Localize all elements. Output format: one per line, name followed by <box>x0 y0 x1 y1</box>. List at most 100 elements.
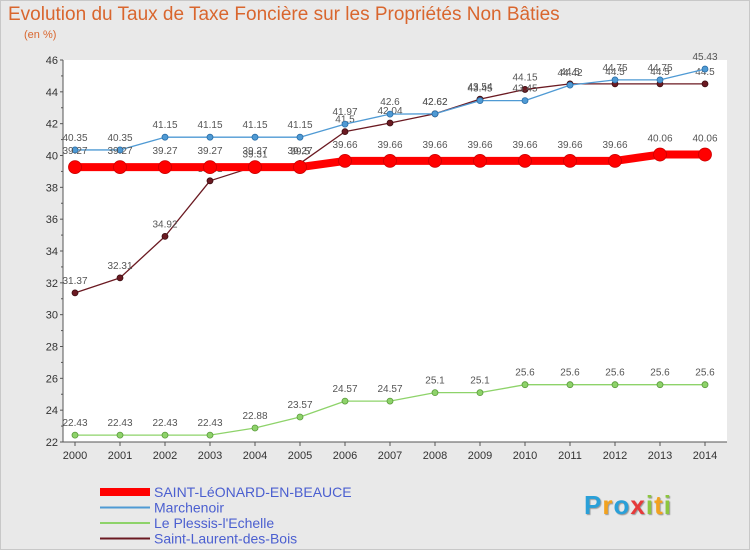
data-label: 40.06 <box>692 134 717 145</box>
data-point <box>518 154 532 168</box>
data-point <box>161 133 169 141</box>
series-0: 39.27 39.27 39.27 39.27 39.27 39.27 39.66 39.66… <box>62 134 718 175</box>
logo-letter: r <box>602 490 614 520</box>
data-point <box>386 110 394 118</box>
series-1: 40.35 40.35 41.15 41.15 41.15 41.15 41.97 42.6 4… <box>62 52 718 154</box>
data-point <box>248 160 262 175</box>
y-tick-label: 24 <box>46 405 58 417</box>
x-tick-label: 2014 <box>693 450 717 462</box>
data-label: 39.66 <box>512 140 537 151</box>
chart-title: Evolution du Taux de Taxe Foncière sur l… <box>8 4 560 25</box>
data-label: 44.5 <box>650 67 670 78</box>
data-label: 25.1 <box>470 376 490 387</box>
data-label: 39.27 <box>62 146 87 157</box>
legend-label: Saint-Laurent-des-Bois <box>154 531 297 547</box>
axes: 22 24 26 28 30 32 34 36 38 40 42 44 46 2000 2001 2002 20… <box>46 55 727 462</box>
data-label: 44.75 <box>602 63 627 74</box>
data-point <box>563 154 577 168</box>
data-label: 39.31 <box>242 149 267 160</box>
data-label: 22.43 <box>152 418 177 429</box>
chart-subtitle: (en %) <box>24 29 57 41</box>
data-point <box>521 86 529 93</box>
legend-label: Le Plessis-l'Echelle <box>154 515 274 531</box>
y-tick-label: 42 <box>46 119 58 131</box>
y-tick-label: 40 <box>46 151 58 163</box>
data-label: 39.66 <box>467 140 492 151</box>
data-point <box>161 431 169 439</box>
data-point <box>206 133 214 141</box>
data-label: 43.45 <box>512 84 537 95</box>
data-point <box>296 413 304 421</box>
y-tick-label: 30 <box>46 310 58 322</box>
data-label: 32.31 <box>107 261 132 272</box>
y-tick-label: 22 <box>46 437 58 449</box>
series-2: 22.43 22.43 22.43 22.43 22.88 23.57 24.57 24.57… <box>62 368 715 439</box>
x-tick-label: 2004 <box>243 450 267 462</box>
data-label: 44.75 <box>647 63 672 74</box>
y-tick-label: 38 <box>46 182 58 194</box>
data-label: 23.57 <box>287 400 312 411</box>
data-label: 22.43 <box>107 418 132 429</box>
data-label: 45.43 <box>692 52 717 63</box>
data-label: 25.1 <box>425 376 445 387</box>
data-point <box>116 146 124 154</box>
data-label: 24.57 <box>377 384 402 395</box>
x-tick-label: 2002 <box>153 450 177 462</box>
x-tick-label: 2012 <box>603 450 627 462</box>
data-label: 41.5 <box>335 115 355 126</box>
data-point <box>251 133 259 141</box>
data-point <box>473 154 487 168</box>
data-label: 39.66 <box>377 140 402 151</box>
data-point <box>293 160 307 175</box>
data-point <box>116 274 124 282</box>
plot-area <box>63 60 727 442</box>
data-label: 39.27 <box>287 146 312 157</box>
data-label: 41.15 <box>242 120 267 131</box>
data-label: 39.27 <box>242 146 267 157</box>
data-point <box>161 232 169 240</box>
data-point <box>251 424 259 432</box>
data-label: 44.15 <box>512 72 537 83</box>
data-point <box>656 381 664 389</box>
x-tick-label: 2006 <box>333 450 357 462</box>
logo-letter: i <box>645 490 655 520</box>
x-tick-label: 2011 <box>558 450 582 462</box>
data-point <box>431 389 439 397</box>
data-label: 42.62 <box>422 97 447 108</box>
data-point <box>521 97 529 104</box>
x-tick-label: 2010 <box>513 450 537 462</box>
data-point <box>341 120 349 128</box>
data-point <box>383 154 397 168</box>
data-label: 41.97 <box>332 107 357 118</box>
data-point <box>206 431 214 439</box>
x-tick-label: 2005 <box>288 450 312 462</box>
y-tick-label: 36 <box>46 214 58 226</box>
data-label: 43.45 <box>467 84 492 95</box>
data-point <box>386 119 394 127</box>
data-label: 43.54 <box>467 82 492 93</box>
y-tick-label: 44 <box>46 87 58 99</box>
series-layer: 22.43 22.43 22.43 22.43 22.88 23.57 24.57 24.57… <box>62 52 718 439</box>
data-label: 40.06 <box>647 134 672 145</box>
data-point <box>521 381 529 389</box>
data-label: 41.15 <box>287 120 312 131</box>
data-label: 40.35 <box>107 133 132 144</box>
data-point <box>203 160 217 175</box>
data-point <box>116 431 124 439</box>
data-point <box>701 381 709 389</box>
legend-label: SAINT-LéONARD-EN-BEAUCE <box>154 484 352 500</box>
data-point <box>113 160 127 175</box>
data-label: 42.6 <box>380 97 400 108</box>
data-point <box>341 397 349 405</box>
data-label: 39.27 <box>197 146 222 157</box>
data-label: 39.27 <box>107 146 132 157</box>
x-tick-label: 2013 <box>648 450 672 462</box>
x-tick-label: 2001 <box>108 450 132 462</box>
logo-letter: i <box>663 490 672 520</box>
proxiti-logo: Proxiti <box>584 490 672 521</box>
data-label: 44.5 <box>605 67 625 78</box>
logo-letter: x <box>630 490 646 520</box>
data-point <box>701 65 709 73</box>
